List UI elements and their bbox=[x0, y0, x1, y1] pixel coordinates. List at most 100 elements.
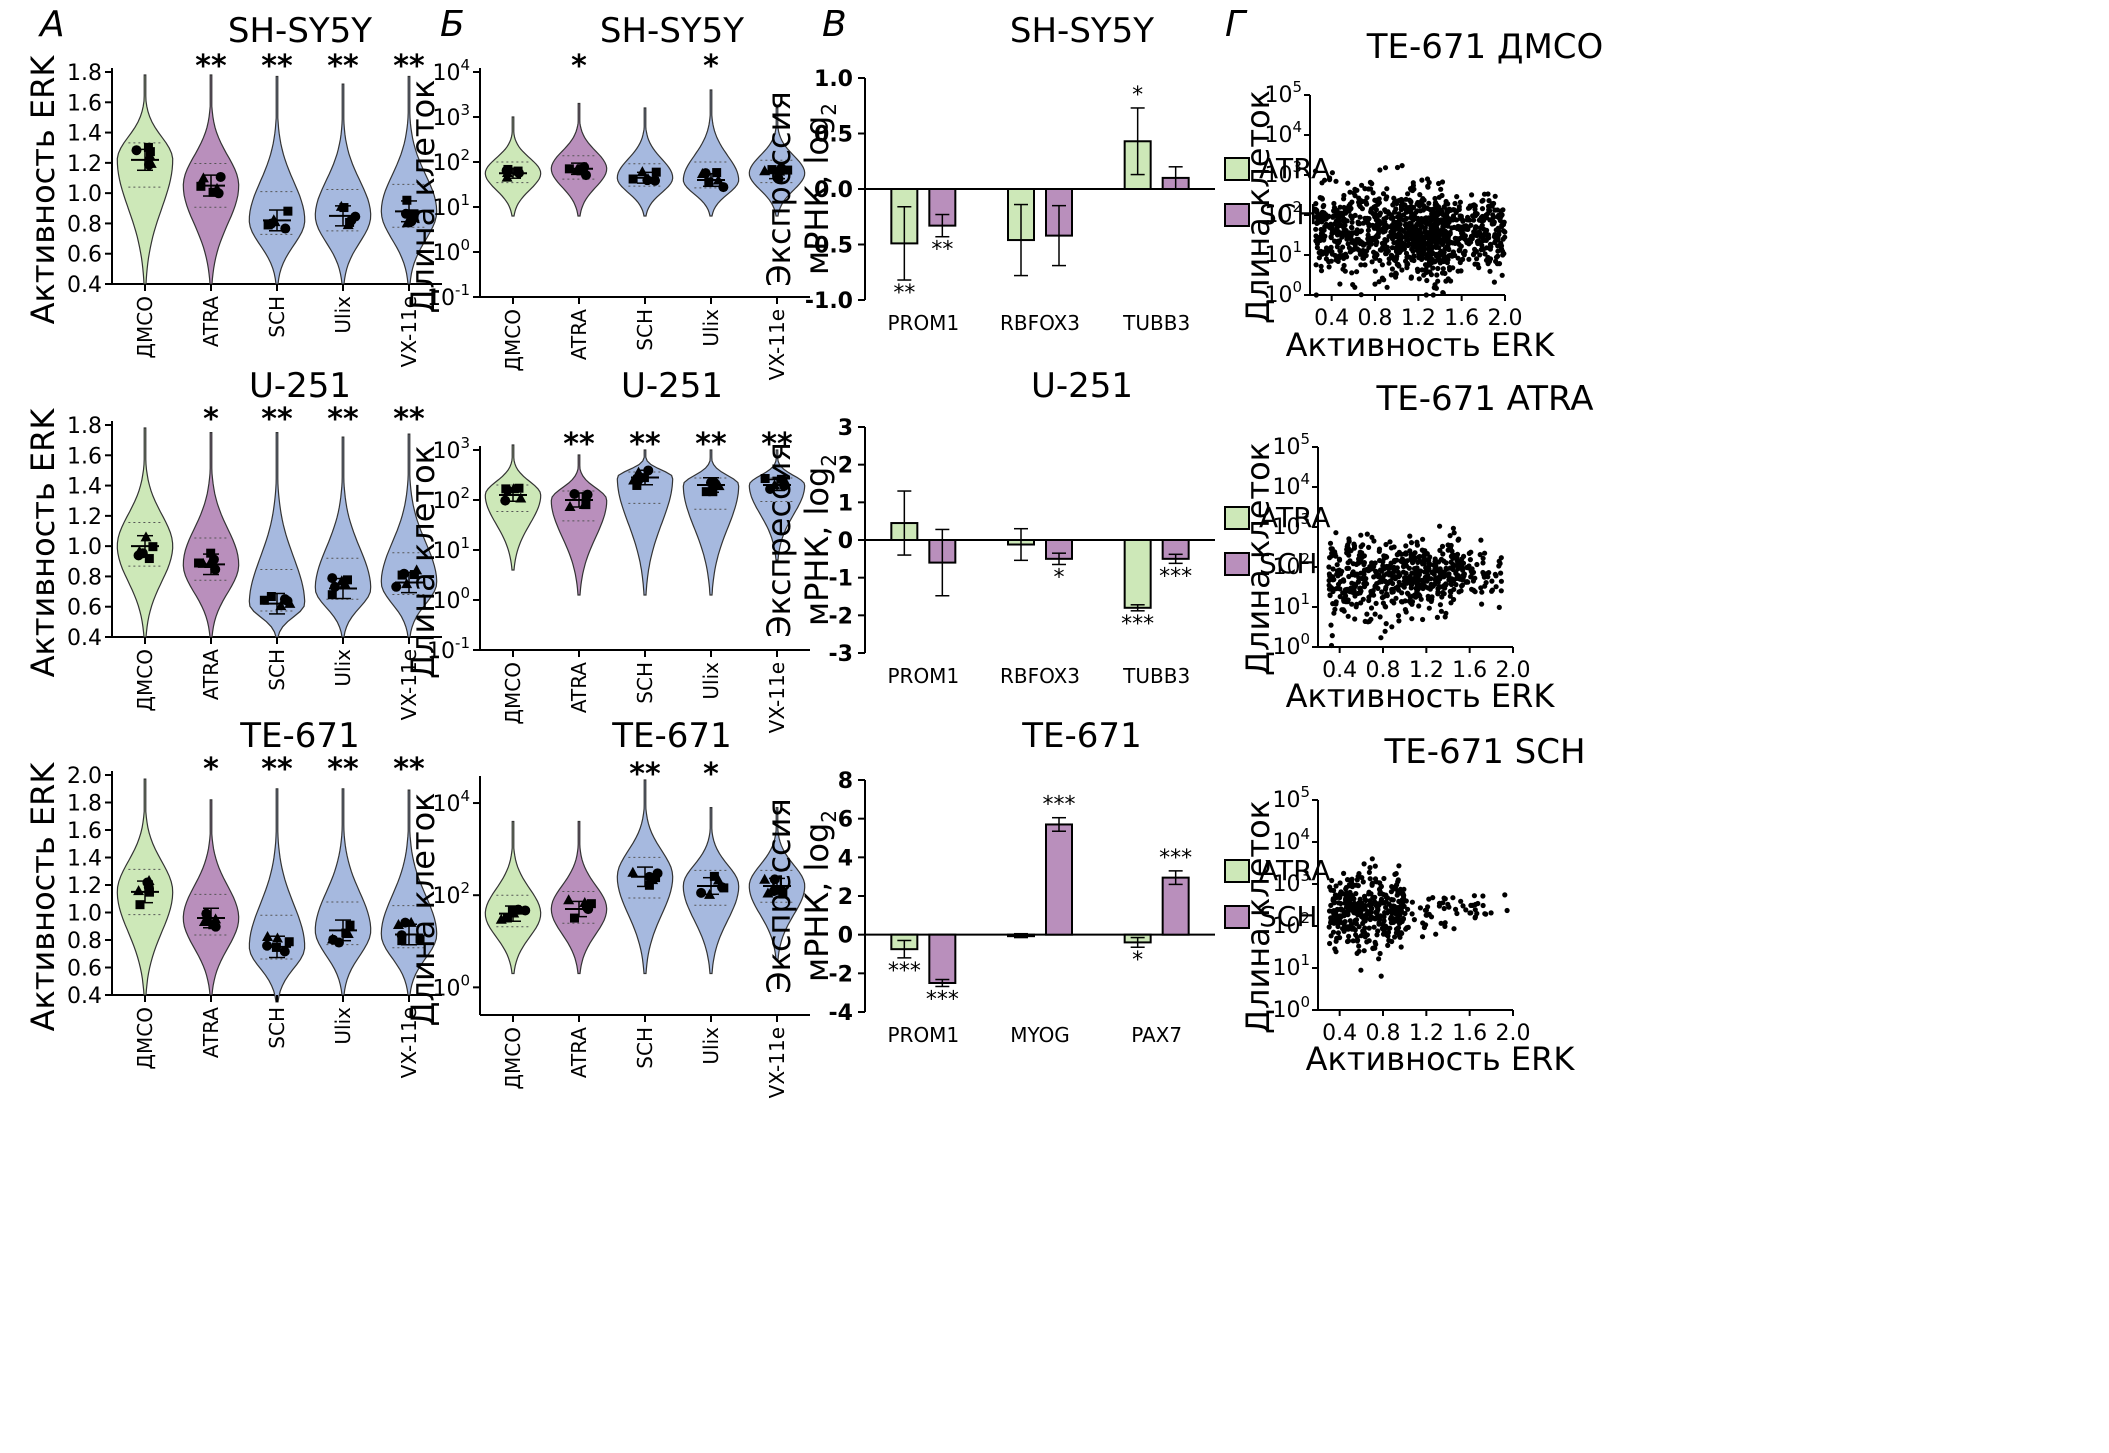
replicate-point bbox=[513, 904, 524, 915]
replicate-point bbox=[586, 899, 596, 909]
scatter-point bbox=[1436, 244, 1442, 251]
scatter-point bbox=[1489, 578, 1495, 584]
significance-mark: *** bbox=[888, 959, 921, 984]
y-tick-label: 0.8 bbox=[67, 212, 102, 237]
scatter-point bbox=[1443, 232, 1449, 238]
scatter-point bbox=[1474, 256, 1480, 262]
chart-title: U-251 bbox=[249, 366, 351, 406]
chart-title: SH-SY5Y bbox=[1010, 11, 1154, 51]
scatter-point bbox=[1472, 225, 1478, 231]
scatter-point bbox=[1318, 268, 1325, 274]
scatter-point bbox=[1409, 558, 1415, 564]
replicate-point bbox=[145, 157, 157, 168]
scatter-point bbox=[1433, 931, 1439, 937]
y-tick-label: 100 bbox=[1272, 993, 1310, 1023]
replicate-point bbox=[651, 167, 661, 177]
scatter-point bbox=[1425, 240, 1431, 246]
y-tick-label: 101 bbox=[1272, 951, 1310, 981]
scatter-point bbox=[1368, 588, 1374, 595]
scatter-point bbox=[1380, 576, 1386, 582]
replicate-point bbox=[210, 564, 221, 575]
scatter-point bbox=[1457, 560, 1464, 567]
scatter-point bbox=[1400, 563, 1407, 570]
replicate-point bbox=[279, 594, 290, 605]
y-tick-label: 102 bbox=[1272, 909, 1310, 939]
panel-letter-0: А bbox=[38, 4, 65, 45]
scatter-point bbox=[1378, 247, 1384, 253]
scatter-point bbox=[1345, 180, 1351, 186]
replicate-point bbox=[701, 487, 711, 497]
scatter-point bbox=[1409, 579, 1415, 585]
scatter-point bbox=[1408, 540, 1415, 546]
scatter-point bbox=[1432, 195, 1438, 202]
scatter-point bbox=[1384, 593, 1390, 599]
replicate-point bbox=[783, 165, 793, 175]
replicate-point bbox=[718, 182, 729, 193]
scatter-point bbox=[1493, 227, 1499, 233]
replicate-point bbox=[704, 177, 714, 187]
chart-title: TE-671 bbox=[1021, 716, 1141, 756]
scatter-point bbox=[1361, 948, 1367, 954]
scatter-point bbox=[1360, 929, 1366, 935]
x-tick-label: ATRA bbox=[199, 296, 223, 347]
scatter-point bbox=[1464, 217, 1470, 223]
scatter-point bbox=[1428, 576, 1434, 582]
scatter-point bbox=[1450, 249, 1456, 255]
scatter-point bbox=[1478, 537, 1484, 543]
scatter-point bbox=[1481, 191, 1488, 197]
x-tick-label: 1.2 bbox=[1409, 1021, 1444, 1046]
scatter-point bbox=[1389, 884, 1395, 890]
scatter-point bbox=[1358, 292, 1364, 298]
scatter-point bbox=[1327, 540, 1334, 546]
scatter-point bbox=[1447, 545, 1454, 552]
replicate-point bbox=[401, 578, 413, 589]
scatter-point bbox=[1341, 598, 1347, 604]
scatter-point bbox=[1399, 559, 1405, 565]
scatter-point bbox=[1341, 192, 1347, 199]
scatter-point bbox=[1441, 591, 1447, 597]
replicate-point bbox=[650, 175, 661, 186]
replicate-point bbox=[415, 934, 425, 944]
scatter-point bbox=[1354, 950, 1360, 957]
scatter-point bbox=[1399, 267, 1405, 273]
chart-title: U-251 bbox=[621, 366, 723, 406]
replicate-point bbox=[759, 873, 771, 884]
scatter-point bbox=[1348, 224, 1355, 230]
scatter-point bbox=[1474, 910, 1480, 917]
scatter-point bbox=[1381, 875, 1387, 882]
scatter-point bbox=[1440, 551, 1446, 557]
scatter-point bbox=[1417, 192, 1423, 198]
y-axis-label: Длина клеток bbox=[404, 445, 442, 679]
replicate-point bbox=[392, 919, 404, 930]
replicate-point bbox=[501, 166, 513, 177]
x-tick-label: SCH bbox=[633, 662, 657, 704]
scatter-point bbox=[1426, 232, 1432, 238]
scatter-point bbox=[1369, 880, 1375, 886]
replicate-point bbox=[513, 166, 523, 176]
y-tick-label: 0.8 bbox=[67, 929, 102, 954]
scatter-point bbox=[1489, 221, 1495, 227]
scatter-point bbox=[1420, 536, 1426, 542]
scatter-point bbox=[1390, 916, 1396, 922]
y-tick-label: 102 bbox=[432, 484, 470, 514]
significance-mark: * bbox=[1132, 83, 1143, 108]
scatter-point bbox=[1385, 942, 1391, 949]
scatter-point bbox=[1341, 229, 1347, 235]
scatter-point bbox=[1372, 863, 1378, 869]
scatter-point bbox=[1348, 901, 1354, 907]
y-tick-label: 0.4 bbox=[67, 626, 102, 651]
scatter-point bbox=[1423, 292, 1429, 298]
replicate-point bbox=[501, 484, 511, 494]
scatter-point bbox=[1438, 608, 1444, 614]
scatter-point bbox=[1377, 891, 1383, 897]
scatter-point bbox=[1408, 585, 1414, 591]
y-tick-label: 100 bbox=[432, 236, 470, 266]
scatter-point bbox=[1414, 266, 1421, 272]
scatter-point bbox=[1348, 895, 1354, 901]
x-tick-label: MYOG bbox=[1010, 1023, 1070, 1047]
scatter-point bbox=[1416, 203, 1423, 209]
scatter-point bbox=[1454, 217, 1460, 223]
y-tick-label: 102 bbox=[432, 146, 470, 176]
y-tick-label: 0.0 bbox=[814, 178, 853, 203]
scatter-point bbox=[1395, 238, 1401, 244]
